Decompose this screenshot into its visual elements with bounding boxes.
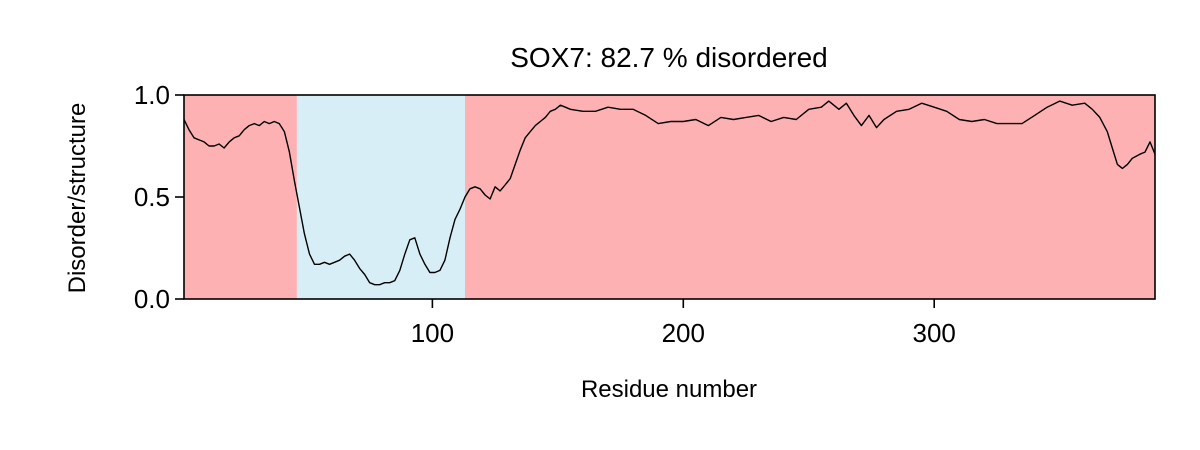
y-tick-label: 0.0 — [134, 284, 170, 314]
y-tick-label: 0.5 — [134, 182, 170, 212]
x-axis: 100 200 300 — [411, 299, 956, 348]
chart-title: SOX7: 82.7 % disordered — [510, 42, 828, 73]
disorder-line — [183, 100, 1156, 286]
y-tick-label: 1.0 — [134, 80, 170, 110]
x-axis-label: Residue number — [581, 376, 757, 403]
y-axis-label: Disorder/structure — [64, 103, 91, 294]
x-tick-label: 300 — [913, 318, 956, 348]
region-bands — [184, 95, 1155, 299]
x-tick-label: 100 — [411, 318, 454, 348]
x-tick-label: 200 — [662, 318, 705, 348]
disordered-region-band — [465, 95, 1155, 299]
y-axis: 0.0 0.5 1.0 — [134, 80, 184, 314]
structured-region-band — [296, 95, 466, 299]
disordered-region-band — [184, 95, 297, 299]
